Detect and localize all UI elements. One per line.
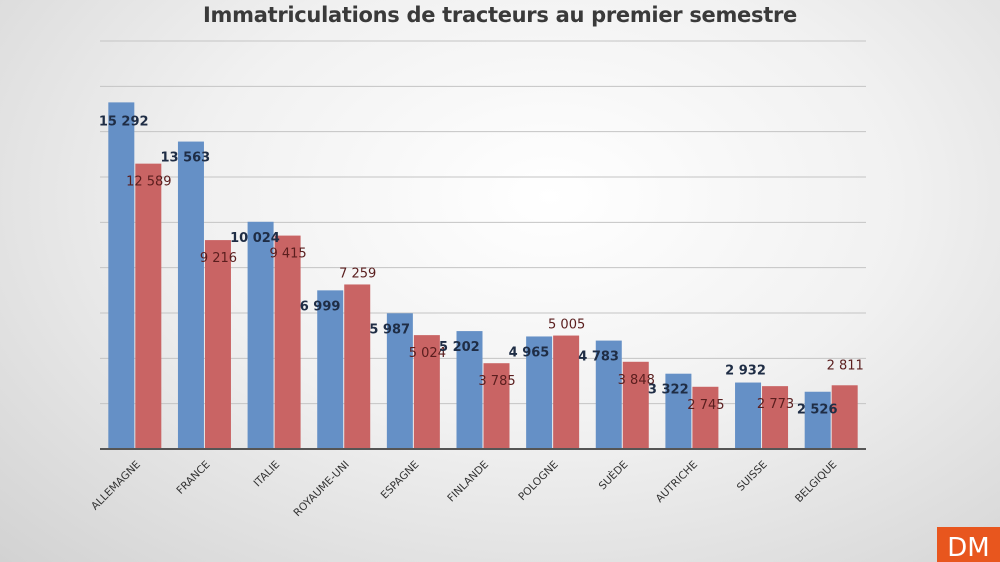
x-tick-label: ITALIE bbox=[251, 459, 282, 490]
x-tick-label: FINLANDE bbox=[445, 459, 491, 505]
data-label: 4 965 bbox=[509, 345, 550, 360]
data-label: 2 811 bbox=[827, 358, 864, 373]
bar bbox=[456, 331, 483, 449]
x-tick-label: SUÈDE bbox=[596, 458, 630, 492]
x-tick-label: ROYAUME-UNI bbox=[291, 459, 352, 520]
x-tick-label: AUTRICHE bbox=[654, 459, 700, 505]
x-tick-label: ALLEMAGNE bbox=[89, 459, 143, 513]
bar bbox=[526, 336, 553, 449]
bar bbox=[344, 284, 371, 449]
bar bbox=[386, 313, 413, 449]
bar bbox=[135, 163, 162, 449]
data-label: 2 526 bbox=[797, 403, 838, 418]
bar bbox=[804, 391, 831, 449]
bar bbox=[274, 235, 301, 449]
data-label: 3 322 bbox=[648, 383, 689, 398]
data-label: 5 987 bbox=[369, 322, 410, 337]
data-label: 3 785 bbox=[478, 374, 515, 389]
bar bbox=[831, 385, 858, 449]
bar bbox=[595, 340, 622, 449]
data-label: 9 415 bbox=[269, 247, 306, 262]
data-label: 13 563 bbox=[160, 151, 210, 166]
data-label: 7 259 bbox=[339, 266, 376, 281]
bar bbox=[665, 373, 692, 449]
data-label: 10 024 bbox=[230, 231, 280, 246]
bar bbox=[622, 361, 649, 449]
bar bbox=[317, 290, 344, 449]
bar bbox=[247, 221, 274, 449]
data-label: 5 024 bbox=[409, 346, 446, 361]
data-label: 2 773 bbox=[757, 397, 794, 412]
bar bbox=[413, 335, 440, 449]
x-tick-label: FRANCE bbox=[174, 459, 212, 497]
data-label: 5 202 bbox=[439, 340, 480, 355]
data-label: 6 999 bbox=[300, 299, 341, 314]
data-label: 2 745 bbox=[687, 398, 724, 413]
bar bbox=[553, 335, 580, 449]
bar bbox=[177, 141, 204, 449]
data-label: 3 848 bbox=[618, 373, 655, 388]
data-label: 9 216 bbox=[200, 251, 237, 266]
x-tick-label: BELGIQUE bbox=[793, 459, 839, 505]
bar bbox=[735, 382, 762, 449]
data-label: 4 783 bbox=[578, 350, 619, 365]
data-label: 2 932 bbox=[725, 364, 766, 379]
bar bbox=[762, 386, 789, 449]
bar bbox=[108, 102, 135, 449]
dm-logo: DM bbox=[937, 527, 1000, 562]
x-tick-label: ESPAGNE bbox=[379, 459, 422, 502]
x-tick-label: POLOGNE bbox=[516, 459, 561, 504]
data-label: 12 589 bbox=[126, 175, 172, 190]
bar bbox=[692, 386, 719, 449]
data-label: 15 292 bbox=[99, 114, 149, 129]
bar bbox=[483, 363, 510, 449]
chart-title: Immatriculations de tracteurs au premier… bbox=[203, 3, 797, 27]
x-tick-label: SUISSE bbox=[735, 459, 770, 494]
data-label: 5 005 bbox=[548, 318, 585, 333]
bar bbox=[204, 240, 231, 449]
